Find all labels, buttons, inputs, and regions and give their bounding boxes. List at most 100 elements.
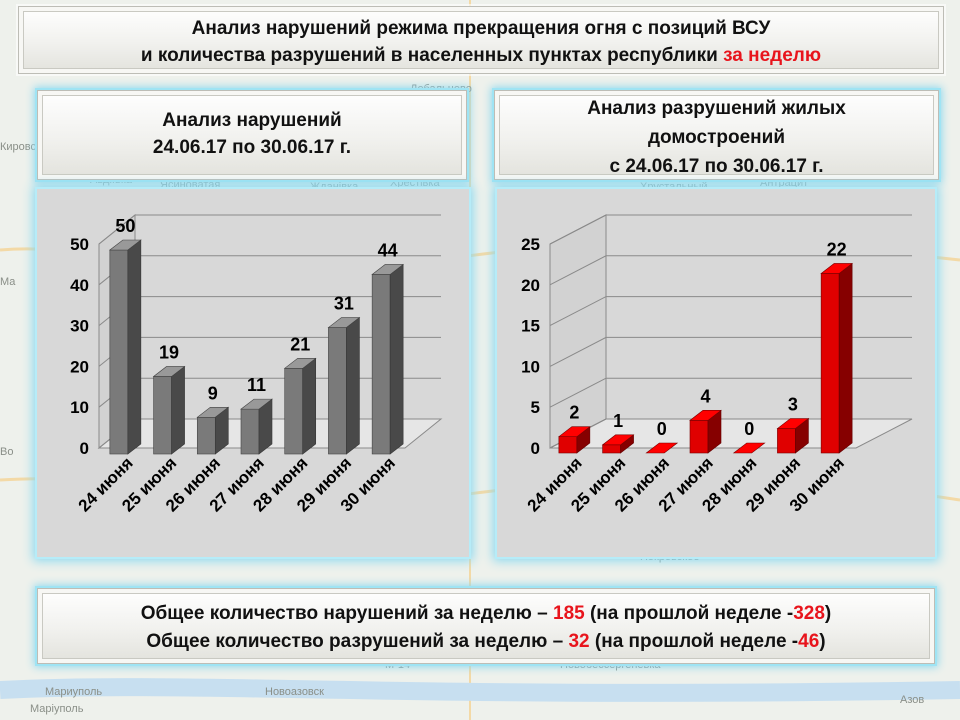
violations-header: Анализ нарушений 24.06.17 по 30.06.17 г. (37, 90, 467, 180)
bar-front (240, 408, 260, 455)
bar-top (152, 366, 186, 377)
gridline (98, 214, 441, 245)
data-label: 21 (290, 334, 310, 354)
bar-top (776, 418, 810, 429)
summary-panel: Общее количество нарушений за неделю – 1… (37, 588, 935, 664)
map-label: Азов (900, 694, 924, 706)
bar (371, 263, 405, 455)
title-panel: Анализ нарушений режима прекращения огня… (18, 6, 944, 74)
summary-destruction-week: 32 (568, 631, 590, 652)
data-label: 3 (788, 395, 798, 415)
violations-header-line1: Анализ нарушений (162, 110, 342, 131)
summary-line-destruction: Общее количество разрушений за неделю – … (38, 628, 934, 656)
y-tick-label: 20 (521, 276, 540, 295)
bar-front (777, 428, 796, 454)
map-label: Маріуполь (30, 703, 84, 715)
bar-front (328, 327, 347, 455)
y-tick-label: 0 (80, 439, 89, 458)
bar-front (109, 249, 129, 455)
data-label: 9 (208, 383, 218, 403)
bar (557, 426, 591, 454)
y-tick-label: 0 (531, 439, 540, 458)
data-label: 22 (827, 239, 847, 259)
bar-front (371, 274, 391, 455)
bar-top (240, 398, 273, 410)
bar (196, 406, 230, 455)
bar-front (602, 444, 621, 454)
data-label: 44 (378, 240, 398, 260)
bar-top (283, 358, 317, 369)
bar (327, 316, 361, 455)
bar-top (820, 263, 854, 274)
gridline (549, 377, 912, 408)
bar-top (108, 239, 142, 251)
data-label: 11 (247, 375, 266, 395)
gridline (549, 336, 912, 367)
summary-violations-close: ) (824, 603, 832, 624)
summary-destruction-label: Общее количество разрушений за неделю – (146, 631, 564, 652)
bar (645, 442, 679, 454)
gridline (549, 255, 912, 286)
bar (152, 365, 186, 455)
bar-top (371, 264, 405, 275)
page-title-line1: Анализ нарушений режима прекращения огня… (191, 18, 771, 39)
y-tick-label: 5 (531, 398, 540, 417)
summary-violations-prev: 328 (793, 603, 825, 624)
bar (732, 442, 766, 454)
bar-front (820, 273, 840, 454)
map-label: Ма (0, 276, 16, 288)
summary-destruction-close: ) (819, 631, 826, 652)
chart-back-wall (606, 215, 912, 419)
data-label: 31 (334, 294, 354, 314)
data-label: 4 (700, 386, 710, 406)
gridline (549, 296, 912, 327)
bar-top (645, 442, 679, 454)
summary-destruction-prev: 46 (798, 631, 820, 652)
bar (240, 398, 273, 455)
y-tick-label: 50 (70, 235, 89, 254)
destruction-header: Анализ разрушений жилых домостроений с 2… (494, 90, 939, 180)
bar (776, 417, 810, 454)
summary-violations-prev-label: (на прошлой неделе - (589, 603, 794, 624)
data-label: 0 (744, 419, 754, 439)
destruction-header-line1: Анализ разрушений жилых (587, 98, 846, 119)
bar-side (838, 262, 853, 454)
bar-top (601, 434, 635, 446)
page-title-highlight: за неделю (723, 45, 822, 66)
gridline (549, 214, 912, 245)
bar-front (558, 436, 578, 454)
violations-header-line2: 24.06.17 по 30.06.17 г. (152, 137, 352, 158)
destruction-header-line2: домостроений (647, 127, 786, 148)
bar (283, 357, 317, 455)
bar-top (732, 442, 766, 454)
summary-violations-week: 185 (553, 603, 585, 624)
bar (689, 409, 722, 454)
y-tick-label: 20 (70, 357, 89, 376)
map-label: Во (0, 446, 13, 458)
page-title-line2: и количества разрушений в населенных пун… (19, 42, 943, 69)
bar-side (171, 365, 185, 455)
bar-front (196, 416, 216, 455)
data-label: 50 (115, 216, 135, 236)
bar-top (196, 406, 230, 418)
page-title-line2-text: и количества разрушений в населенных пун… (140, 45, 718, 66)
bar-side (302, 357, 317, 455)
y-tick-label: 40 (70, 276, 89, 295)
bar-front (689, 420, 709, 454)
map-label: Новоазовск (265, 686, 324, 698)
summary-destruction-prev-label: (на прошлой неделе - (594, 631, 799, 652)
y-tick-label: 25 (521, 235, 540, 254)
bar-front (284, 368, 304, 455)
bar-top (689, 410, 722, 421)
bar (601, 434, 635, 454)
bar-top (557, 426, 591, 437)
chart-back-wall (135, 215, 441, 419)
y-tick-label: 15 (521, 317, 540, 336)
bar-front (153, 376, 172, 455)
violations-chart-panel: 0 10 20 30 40 50 50 24 июня 19 25 июня 9 26 июня 11 2… (37, 189, 469, 557)
summary-violations-label: Общее количество нарушений за неделю – (140, 603, 548, 624)
y-tick-label: 10 (521, 357, 540, 376)
summary-line-violations: Общее количество нарушений за неделю – 1… (38, 600, 934, 628)
